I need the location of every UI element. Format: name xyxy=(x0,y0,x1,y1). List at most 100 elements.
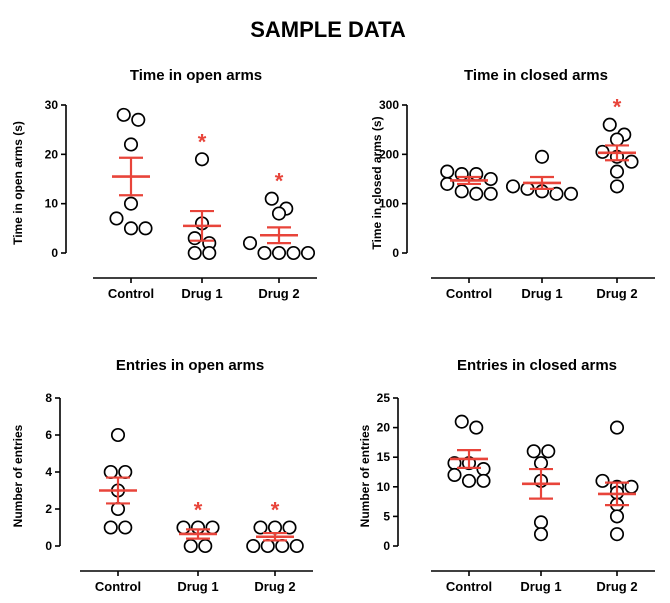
data-point xyxy=(483,171,498,187)
y-tick-label: 20 xyxy=(377,421,391,435)
data-point xyxy=(624,154,639,169)
data-point xyxy=(131,112,146,127)
data-point xyxy=(609,179,625,194)
panel-title: Time in closed arms xyxy=(464,67,608,84)
data-point xyxy=(469,420,484,435)
data-point xyxy=(202,245,217,261)
x-tick-label: Control xyxy=(446,286,492,301)
data-point xyxy=(541,444,556,459)
y-tick-label: 200 xyxy=(379,147,399,161)
y-tick-label: 0 xyxy=(45,539,52,553)
data-point xyxy=(109,211,124,226)
data-point xyxy=(205,520,220,535)
data-point xyxy=(483,186,498,201)
data-point xyxy=(447,467,462,483)
data-point xyxy=(187,231,202,246)
data-point xyxy=(123,221,139,236)
y-tick-label: 4 xyxy=(45,465,52,479)
data-point xyxy=(300,245,316,261)
x-tick-label: Drug 2 xyxy=(254,579,295,594)
y-tick-label: 0 xyxy=(51,246,58,260)
x-tick-label: Drug 2 xyxy=(258,286,299,301)
data-point xyxy=(271,206,287,221)
data-point xyxy=(123,196,139,211)
data-point xyxy=(103,464,118,480)
data-point xyxy=(246,538,261,554)
data-point xyxy=(187,245,202,261)
data-point xyxy=(118,464,133,480)
data-point xyxy=(198,538,213,554)
data-point xyxy=(454,184,469,199)
y-tick-label: 6 xyxy=(45,428,52,442)
significance-marker: * xyxy=(613,95,622,120)
data-point xyxy=(194,152,210,167)
data-point xyxy=(454,167,469,182)
y-tick-label: 25 xyxy=(377,391,391,405)
x-tick-label: Drug 1 xyxy=(520,579,561,594)
data-point xyxy=(123,137,139,152)
data-point xyxy=(116,107,131,122)
data-point xyxy=(602,117,617,132)
data-point xyxy=(286,245,301,261)
data-point xyxy=(609,527,625,542)
y-tick-label: 15 xyxy=(377,450,391,464)
x-tick-label: Control xyxy=(108,286,154,301)
data-point xyxy=(176,520,191,535)
data-point xyxy=(534,149,550,164)
data-point xyxy=(242,236,258,251)
data-point xyxy=(289,538,304,554)
data-point xyxy=(275,538,290,554)
chart-panel: Entries in closed arms Number of entries 0… xyxy=(358,357,655,594)
y-tick-label: 0 xyxy=(383,539,390,553)
panel-title: Entries in closed arms xyxy=(457,357,617,374)
data-point xyxy=(563,186,579,201)
data-point xyxy=(138,221,153,236)
data-point xyxy=(183,538,198,554)
data-point xyxy=(609,420,625,435)
y-tick-label: 10 xyxy=(377,480,391,494)
x-tick-label: Drug 1 xyxy=(521,286,562,301)
data-point xyxy=(609,132,625,147)
data-point xyxy=(526,444,541,459)
data-point xyxy=(505,179,521,194)
x-tick-label: Drug 1 xyxy=(177,579,218,594)
data-point xyxy=(440,164,455,179)
significance-marker: * xyxy=(194,498,203,523)
y-tick-label: 10 xyxy=(45,197,59,211)
y-tick-label: 8 xyxy=(45,391,52,405)
y-tick-label: 300 xyxy=(379,98,399,112)
data-point xyxy=(549,186,564,201)
data-point xyxy=(267,520,283,535)
x-tick-label: Drug 1 xyxy=(181,286,222,301)
data-point xyxy=(282,520,297,535)
significance-marker: * xyxy=(198,129,207,154)
y-tick-label: 0 xyxy=(392,246,399,260)
data-point xyxy=(469,167,484,182)
y-tick-label: 100 xyxy=(379,197,399,211)
data-point xyxy=(271,245,287,261)
x-tick-label: Control xyxy=(95,579,141,594)
x-tick-label: Drug 2 xyxy=(596,579,637,594)
data-point xyxy=(476,473,491,488)
data-point xyxy=(257,245,272,261)
significance-marker: * xyxy=(271,498,280,523)
data-point xyxy=(533,456,549,471)
data-point xyxy=(609,509,625,524)
x-tick-label: Drug 2 xyxy=(596,286,637,301)
x-tick-label: Control xyxy=(446,579,492,594)
y-axis-label: Number of entries xyxy=(11,424,25,527)
panel-title: Entries in open arms xyxy=(116,357,264,374)
data-point xyxy=(609,164,625,179)
data-point xyxy=(469,186,484,201)
data-point xyxy=(260,538,275,554)
data-point xyxy=(264,191,279,206)
data-point xyxy=(118,520,133,535)
y-axis-label: Number of entries xyxy=(358,424,372,527)
data-point xyxy=(454,414,469,429)
panel-title: Time in open arms xyxy=(130,67,262,84)
data-point xyxy=(533,527,549,542)
data-point xyxy=(110,501,126,517)
data-point xyxy=(533,515,549,530)
y-tick-label: 2 xyxy=(45,502,52,516)
figure-title: SAMPLE DATA xyxy=(250,17,406,42)
